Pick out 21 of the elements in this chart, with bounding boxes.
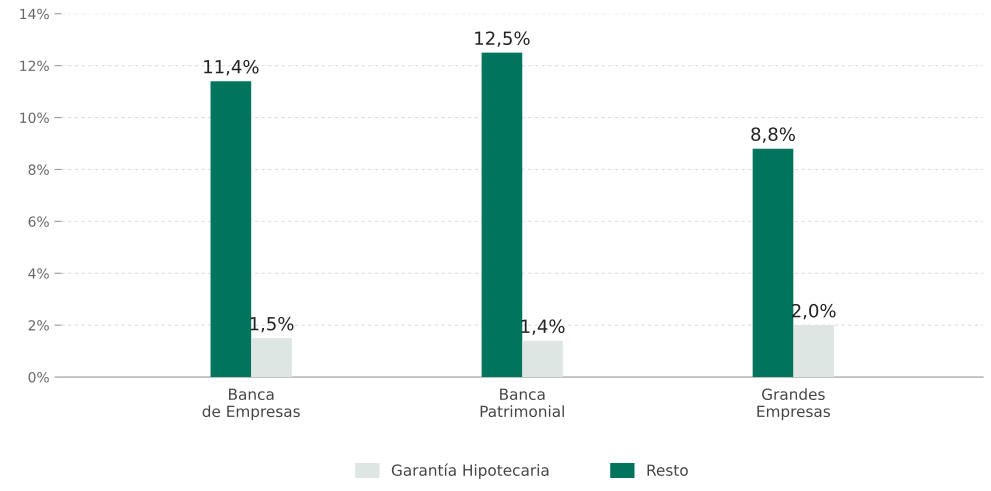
bar xyxy=(482,52,522,378)
y-tick-label: 2% xyxy=(28,320,49,331)
y-tick-label: 4% xyxy=(28,268,49,279)
y-tick-label: 0% xyxy=(28,372,49,383)
y-tick-label: 14% xyxy=(20,8,49,20)
y-tick-label: 12% xyxy=(20,60,49,72)
bar xyxy=(210,81,252,378)
x-tick-label: Banca de Empresas xyxy=(202,388,300,420)
y-tick-label: 8% xyxy=(28,164,49,175)
bar xyxy=(522,340,563,378)
y-tick-label: 10% xyxy=(20,112,49,124)
data-label: 8,8% xyxy=(751,127,795,143)
legend-label: Resto xyxy=(648,464,688,476)
y-tick-label: 6% xyxy=(28,216,49,227)
x-tick-label: Grandes Empresas xyxy=(757,388,830,420)
data-label: 11,4% xyxy=(204,60,259,76)
legend-label: Garantía Hipotecaria xyxy=(392,464,548,479)
bar xyxy=(251,338,292,378)
bar xyxy=(752,148,794,378)
data-label: 12,5% xyxy=(475,31,530,47)
x-tick-label: Banca Patrimonial xyxy=(480,388,564,418)
